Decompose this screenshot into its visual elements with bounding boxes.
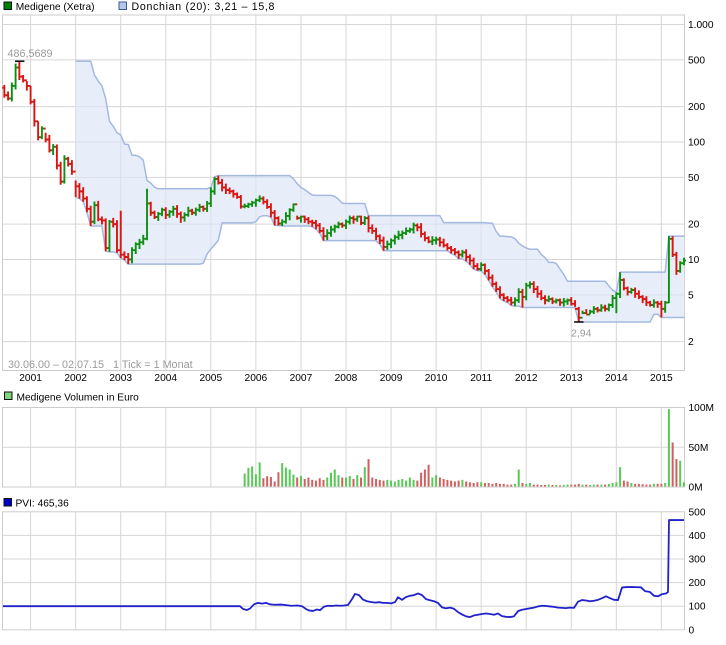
svg-text:2006: 2006 (245, 373, 268, 384)
svg-text:Donchian (20): 3,21 – 15,8: Donchian (20): 3,21 – 15,8 (132, 1, 276, 13)
svg-text:10: 10 (688, 255, 700, 266)
svg-text:2014: 2014 (605, 373, 628, 384)
svg-text:2: 2 (688, 337, 694, 348)
svg-text:2015: 2015 (650, 373, 673, 384)
svg-text:500: 500 (689, 507, 706, 518)
svg-text:2008: 2008 (335, 373, 358, 384)
svg-text:2011: 2011 (470, 373, 492, 384)
svg-text:Medigene (Xetra): Medigene (Xetra) (16, 2, 95, 13)
svg-text:2002: 2002 (64, 373, 87, 384)
svg-text:2005: 2005 (199, 373, 222, 384)
svg-text:2007: 2007 (290, 373, 313, 384)
svg-text:PVI: 465,36: PVI: 465,36 (16, 498, 70, 509)
svg-text:2013: 2013 (560, 373, 583, 384)
svg-text:2004: 2004 (154, 373, 177, 384)
svg-text:30.06.00 – 02.07.15 1 Tick =: 30.06.00 – 02.07.15 1 Tick = 1 Monat (8, 359, 193, 371)
svg-text:5: 5 (688, 290, 694, 301)
svg-text:2009: 2009 (380, 373, 403, 384)
svg-text:2,94: 2,94 (571, 328, 592, 340)
svg-text:200: 200 (689, 578, 706, 589)
svg-text:100: 100 (689, 602, 706, 613)
svg-text:300: 300 (689, 555, 706, 566)
svg-text:2010: 2010 (425, 373, 448, 384)
svg-text:200: 200 (688, 102, 705, 113)
svg-text:100M: 100M (689, 403, 714, 414)
svg-text:0: 0 (689, 625, 695, 636)
svg-text:0M: 0M (689, 483, 703, 494)
svg-text:Medigene Volumen in Euro: Medigene Volumen in Euro (17, 392, 140, 403)
svg-text:2003: 2003 (109, 373, 132, 384)
svg-text:500: 500 (688, 55, 705, 66)
svg-text:2012: 2012 (515, 373, 538, 384)
svg-text:50M: 50M (689, 443, 709, 454)
svg-text:400: 400 (689, 531, 706, 542)
svg-text:20: 20 (688, 220, 700, 231)
svg-text:486,5689: 486,5689 (8, 48, 53, 60)
svg-text:100: 100 (688, 138, 705, 149)
svg-text:1.000: 1.000 (688, 20, 714, 31)
svg-text:2001: 2001 (19, 373, 42, 384)
svg-text:50: 50 (688, 173, 700, 184)
